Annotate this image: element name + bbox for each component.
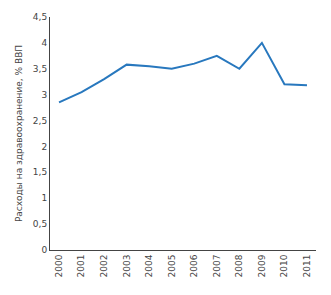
svg-text:0: 0 [41,245,47,255]
svg-text:0,5: 0,5 [33,219,47,229]
svg-text:2002: 2002 [99,255,109,278]
svg-text:2008: 2008 [234,254,244,277]
svg-text:3,5: 3,5 [33,64,47,74]
svg-text:2,5: 2,5 [33,116,47,126]
svg-text:2011: 2011 [302,255,312,278]
svg-text:2001: 2001 [76,255,86,278]
svg-text:2003: 2003 [122,255,132,278]
svg-text:Расходы на здравоохранение, %: Расходы на здравоохранение, % ВВП [14,45,24,222]
svg-text:4: 4 [41,38,47,48]
svg-text:2005: 2005 [167,255,177,278]
svg-text:2000: 2000 [54,254,64,277]
svg-text:2007: 2007 [212,255,222,278]
svg-text:1,5: 1,5 [33,167,47,177]
svg-text:2009: 2009 [257,254,267,277]
svg-text:1: 1 [41,193,47,203]
svg-text:2: 2 [41,142,47,152]
svg-text:2010: 2010 [279,254,289,277]
svg-text:4,5: 4,5 [33,12,47,22]
svg-text:3: 3 [41,90,47,100]
svg-text:2006: 2006 [189,254,199,277]
svg-text:2004: 2004 [144,254,154,277]
